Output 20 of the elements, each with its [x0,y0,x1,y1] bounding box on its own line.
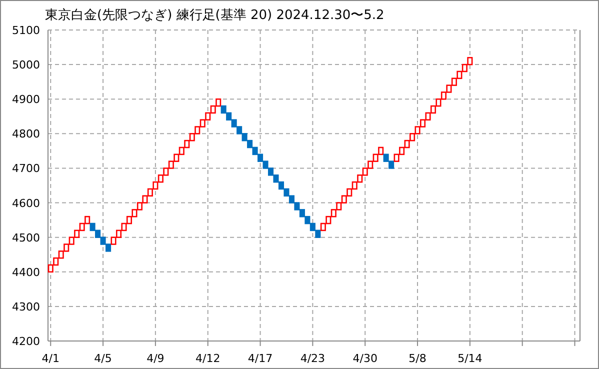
y-tick-label: 4900 [12,93,40,106]
y-tick-label: 4700 [12,162,40,176]
x-tick-label: 4/17 [248,352,273,365]
chart-title: 東京白金(先限つなぎ) 練行足(基準 20) 2024.12.30〜5.2 [45,8,384,23]
x-tick-label: 4/9 [146,352,164,365]
y-tick-label: 4800 [12,128,40,141]
y-tick-label: 4500 [12,231,40,244]
x-tick-label: 4/30 [352,352,378,365]
y-tick-label: 4400 [12,266,40,279]
y-tick-label: 4200 [12,335,40,348]
y-tick-label: 5100 [12,24,40,37]
y-tick-label: 5000 [12,58,40,72]
x-tick-label: 5/8 [408,352,426,365]
x-tick-label: 4/5 [94,352,112,365]
y-tick-label: 4300 [12,300,40,314]
y-tick-label: 4600 [12,196,40,210]
x-tick-label: 4/12 [196,352,220,365]
x-tick-label: 4/1 [42,352,60,365]
x-tick-label: 5/14 [458,352,482,365]
x-tick-label: 4/23 [300,352,326,365]
